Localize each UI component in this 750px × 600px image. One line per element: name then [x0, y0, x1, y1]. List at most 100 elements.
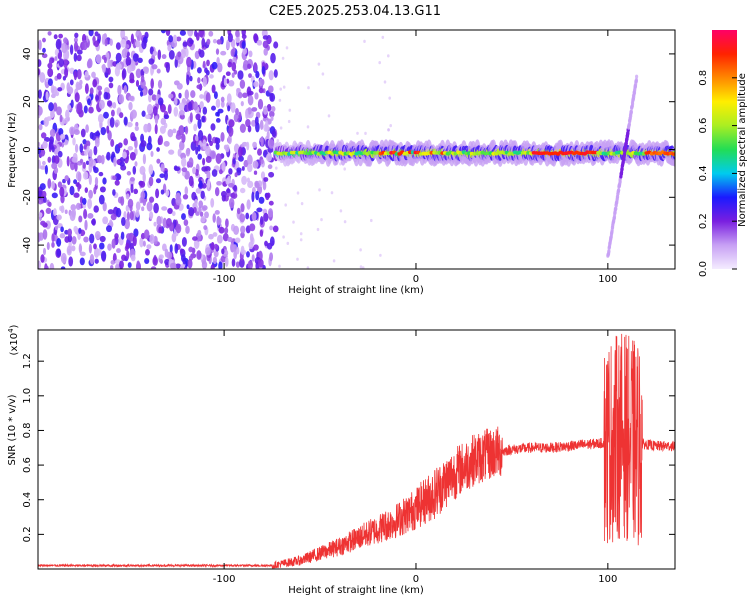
spectrogram-y-label: Frequency (Hz): [7, 112, 18, 188]
spectrogram-cell: [624, 145, 628, 150]
spectrogram-cell: [187, 30, 194, 37]
spectrogram-cell: [39, 165, 46, 170]
spectrogram-cell: [240, 100, 244, 107]
spectrogram-cell: [88, 174, 92, 185]
spectrogram-cell: [235, 108, 239, 115]
spectrogram-cell: [255, 70, 260, 79]
spectrogram-cell: [89, 87, 94, 95]
spectrogram-cell: [207, 133, 212, 143]
spectrogram-cell: [306, 266, 310, 269]
spectrogram-cell: [249, 223, 256, 232]
spectrogram-cell: [66, 155, 70, 167]
spectrogram-cell: [378, 61, 382, 65]
spectrogram-cell: [265, 193, 270, 201]
spectrogram-cell: [69, 44, 74, 55]
spectrogram-cell: [136, 260, 141, 269]
spectrogram-cell: [261, 66, 266, 75]
spectrogram-cell: [221, 248, 225, 255]
spectrogram-cell: [135, 79, 140, 87]
spectrogram-cell: [269, 225, 274, 231]
spectrogram-cell: [56, 214, 62, 221]
spectrogram-cell: [225, 188, 231, 194]
spectrogram-cell: [59, 114, 63, 123]
spectrogram-cell: [60, 69, 66, 75]
spectrogram-cell: [71, 245, 76, 252]
spectrogram-cell: [53, 155, 60, 165]
spectrogram-cell: [130, 33, 134, 45]
spectrogram-cell: [150, 266, 157, 269]
spectrogram-cell: [214, 210, 220, 215]
spectrogram-cell: [167, 104, 172, 115]
spectrogram-cell: [240, 245, 245, 255]
spectrogram-cell: [307, 86, 310, 90]
spectrogram-cell: [154, 124, 158, 135]
spectrogram-cell: [104, 38, 108, 47]
spectrogram-cell: [247, 90, 254, 96]
spectrogram-cell: [157, 97, 164, 106]
spectrogram-cell: [175, 196, 182, 206]
spectrogram-cell: [242, 47, 248, 55]
spectrogram-cell: [221, 161, 226, 172]
spectrogram-cell: [94, 176, 99, 186]
spectrogram-cell: [95, 54, 102, 64]
spectrogram-cell: [201, 115, 206, 123]
spectrogram-cell: [88, 106, 94, 114]
spectrogram-cell: [158, 254, 164, 260]
spectrogram-cell: [140, 75, 145, 83]
spectrogram-cell: [160, 30, 166, 34]
spectrogram-cell: [141, 110, 146, 117]
spectrogram-cell: [257, 98, 264, 110]
spectrogram-cell: [287, 119, 291, 124]
spectrogram-cell: [267, 38, 272, 44]
spectrogram-cell: [102, 216, 109, 225]
spectrogram-cell: [168, 35, 174, 43]
spectrogram-cell: [178, 125, 185, 136]
spectrogram-cell: [110, 259, 116, 265]
spectrogram-cell: [66, 245, 72, 256]
spectrogram-cell: [158, 226, 163, 234]
spectrogram-cell: [213, 243, 219, 250]
spectrogram-cell: [614, 206, 618, 211]
spectrogram-cell: [320, 218, 323, 222]
spectrogram-cell: [79, 143, 84, 154]
spectrogram-cell: [195, 113, 201, 121]
spectrogram-cell: [176, 36, 182, 42]
spectrogram-cell: [242, 92, 248, 99]
spectrogram-cell: [179, 140, 185, 151]
spectrogram-cell: [86, 145, 90, 153]
snr-x-ticks: -100 0 100: [213, 330, 617, 585]
spectrogram-cell: [194, 30, 198, 37]
snr-y-tick-label: 0.8: [22, 422, 33, 438]
spectrogram-cell: [82, 39, 88, 51]
spectrogram-cell: [56, 248, 61, 257]
spectrogram-cell: [237, 91, 243, 99]
spectrogram-cell: [93, 247, 100, 258]
spectrogram-cell: [73, 225, 78, 233]
spectrogram-cell: [51, 162, 58, 170]
spectrogram-cell: [155, 188, 160, 199]
spectrogram-cell: [56, 73, 62, 80]
spectrogram-cell: [199, 49, 205, 58]
spectrogram-cell: [125, 233, 132, 240]
spectrogram-cell: [197, 144, 201, 152]
spectrogram-cell: [174, 57, 178, 69]
spectrogram-cell: [241, 30, 246, 37]
spectrogram-cell: [266, 242, 273, 250]
spectrogram-panel: -100 0 100 -40 -20 0 20 40 Height of straight …: [7, 29, 676, 296]
spectrogram-cell: [169, 222, 175, 232]
spectrogram-cell: [216, 217, 222, 225]
spectrogram-cell: [38, 89, 42, 99]
spectrogram-cell: [88, 157, 94, 167]
spectrogram-cell: [146, 103, 153, 115]
spectrogram-cell: [248, 73, 252, 79]
spectrogram-cell: [172, 128, 177, 134]
spectrogram-cell: [248, 50, 253, 58]
spectrogram-cell: [38, 106, 43, 116]
spectrogram-cell: [200, 215, 206, 223]
spectrogram-cell: [174, 243, 179, 254]
spectrogram-cell: [194, 135, 199, 142]
spectrogram-cell: [114, 122, 119, 128]
spectrogram-cell: [130, 183, 134, 194]
spectrogram-cell: [73, 70, 78, 81]
spectrogram-cell: [259, 119, 264, 131]
